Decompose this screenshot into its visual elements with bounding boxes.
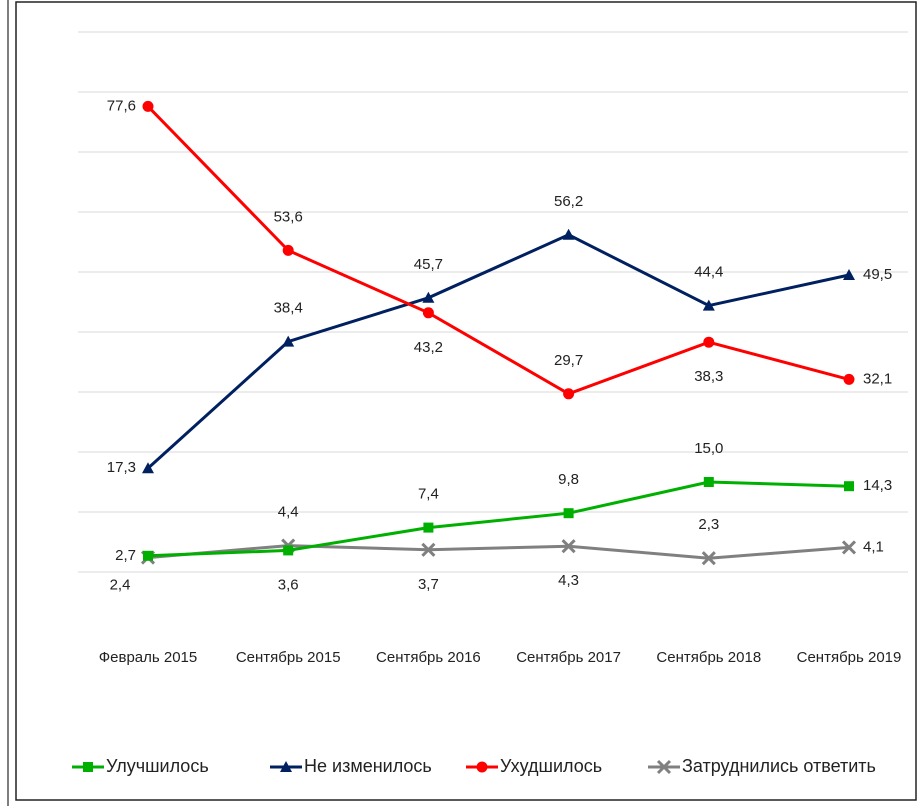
- marker: [143, 550, 153, 561]
- data-label: 43,2: [414, 339, 443, 356]
- marker: [142, 462, 154, 474]
- marker: [421, 542, 436, 557]
- legend-label: Не изменилось: [304, 756, 432, 776]
- series-line: [146, 233, 850, 470]
- x-tick-label: Февраль 2015: [99, 649, 198, 666]
- marker: [282, 335, 295, 347]
- series-line: [147, 544, 850, 560]
- data-label: 15,0: [694, 440, 723, 457]
- data-label: 45,7: [414, 256, 443, 273]
- data-label: 44,4: [694, 264, 723, 281]
- x-tick-label: Сентябрь 2016: [376, 649, 481, 666]
- marker: [703, 336, 715, 348]
- data-label: 2,3: [698, 516, 719, 533]
- marker: [843, 269, 855, 280]
- legend-item: Улучшилось: [72, 756, 209, 776]
- data-label: 17,3: [107, 459, 136, 476]
- marker: [142, 100, 154, 112]
- data-label: 2,7: [115, 547, 136, 564]
- marker: [283, 545, 294, 556]
- data-label: 2,4: [110, 577, 131, 594]
- legend-marker: [656, 759, 672, 775]
- legend-item: Затруднились ответить: [648, 756, 876, 776]
- data-label: 4,1: [863, 538, 884, 555]
- legend-label: Ухудшилось: [500, 756, 602, 776]
- x-tick-label: Сентябрь 2017: [516, 649, 621, 666]
- marker: [563, 388, 575, 400]
- marker: [703, 477, 714, 487]
- data-label: 3,6: [278, 576, 299, 593]
- marker: [423, 522, 434, 533]
- legend-marker: [280, 761, 292, 772]
- legend-marker: [476, 761, 488, 773]
- marker: [701, 551, 716, 566]
- data-label: 4,3: [558, 572, 579, 589]
- data-label: 29,7: [554, 352, 583, 369]
- legend-marker: [83, 762, 93, 772]
- series-line: [146, 105, 850, 396]
- data-label: 56,2: [554, 193, 583, 210]
- data-label: 38,4: [274, 300, 303, 317]
- data-label: 3,7: [418, 576, 439, 593]
- data-label: 53,6: [274, 208, 303, 225]
- data-label: 32,1: [863, 370, 892, 387]
- data-label: 9,8: [558, 471, 579, 488]
- data-label: 7,4: [418, 486, 439, 503]
- legend-label: Улучшилось: [106, 756, 209, 776]
- marker: [844, 481, 854, 492]
- x-tick-label: Сентябрь 2019: [797, 649, 902, 666]
- data-label: 14,3: [863, 477, 892, 494]
- data-label: 49,5: [863, 266, 892, 283]
- marker: [561, 539, 576, 554]
- legend-item: Не изменилось: [270, 756, 432, 776]
- marker: [702, 299, 715, 311]
- marker: [422, 291, 435, 303]
- data-label: 77,6: [107, 97, 136, 114]
- marker: [563, 508, 574, 519]
- legend-item: Ухудшилось: [466, 756, 602, 776]
- series-line: [147, 480, 850, 558]
- legend-label: Затруднились ответить: [682, 756, 876, 776]
- marker: [841, 540, 857, 555]
- marker: [282, 244, 294, 256]
- chart-frame: [15, 1, 917, 801]
- x-tick-label: Сентябрь 2015: [236, 649, 341, 666]
- marker: [422, 307, 434, 319]
- data-label: 38,3: [694, 368, 723, 385]
- marker: [843, 373, 855, 385]
- data-label: 4,4: [278, 504, 299, 521]
- marker: [562, 228, 575, 240]
- x-tick-label: Сентябрь 2018: [656, 649, 761, 666]
